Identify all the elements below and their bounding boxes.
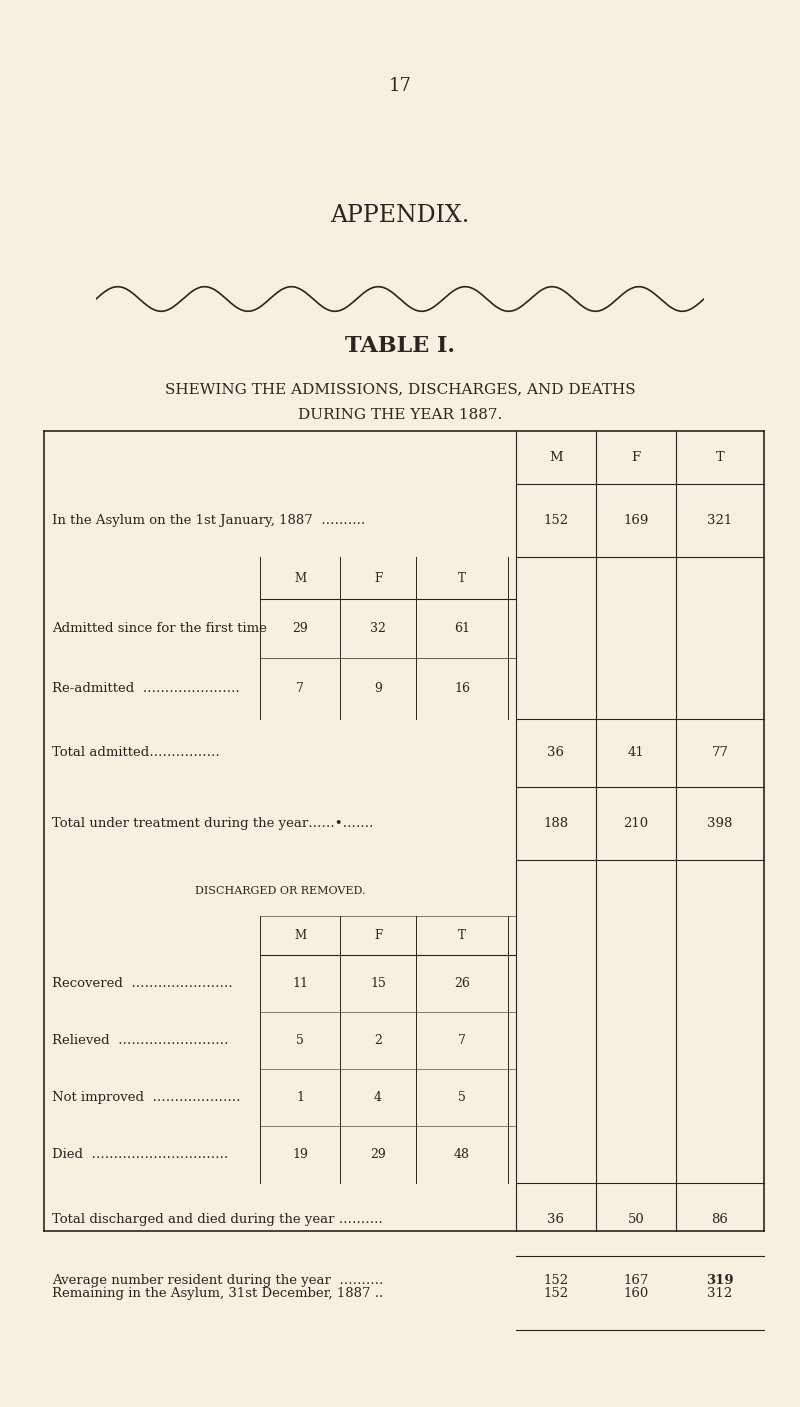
Text: T: T [458,929,466,943]
Text: 152: 152 [543,1286,569,1300]
Text: 77: 77 [711,746,729,760]
Text: F: F [374,929,382,943]
Text: M: M [294,571,306,585]
Text: Total under treatment during the year……•…….: Total under treatment during the year……•… [52,816,374,830]
Text: 36: 36 [547,1213,565,1227]
Text: DURING THE YEAR 1887.: DURING THE YEAR 1887. [298,408,502,422]
Text: 160: 160 [623,1286,649,1300]
Text: 1: 1 [296,1092,304,1104]
Text: 321: 321 [707,514,733,528]
Text: 169: 169 [623,514,649,528]
Text: 312: 312 [707,1286,733,1300]
Text: 152: 152 [543,514,569,528]
Text: Died  ………………………….: Died …………………………. [52,1148,228,1161]
Text: 15: 15 [370,978,386,991]
Text: TABLE I.: TABLE I. [345,335,455,357]
Text: Average number resident during the year  ……….: Average number resident during the year … [52,1273,383,1287]
Text: 36: 36 [547,746,565,760]
Text: 7: 7 [458,1034,466,1047]
Text: T: T [458,571,466,585]
Text: 4: 4 [374,1092,382,1104]
Text: 32: 32 [370,622,386,636]
Text: Total admitted…………….: Total admitted……………. [52,746,220,760]
Text: Admitted since for the first time: Admitted since for the first time [52,622,267,636]
Text: M: M [549,450,563,464]
Text: Not improved  ……….……….: Not improved ……….………. [52,1092,241,1104]
Text: Remaining in the Asylum, 31st December, 1887 ..: Remaining in the Asylum, 31st December, … [52,1286,383,1300]
Text: Total discharged and died during the year ……….: Total discharged and died during the yea… [52,1213,382,1227]
Text: 319: 319 [706,1273,734,1287]
Text: Relieved  …………………….: Relieved ……………………. [52,1034,228,1047]
Text: 167: 167 [623,1273,649,1287]
Text: 29: 29 [370,1148,386,1161]
Text: T: T [716,450,724,464]
Text: 17: 17 [389,77,411,96]
Text: 26: 26 [454,978,470,991]
Text: F: F [374,571,382,585]
Text: 29: 29 [292,622,308,636]
Text: In the Asylum on the 1st January, 1887  ……….: In the Asylum on the 1st January, 1887 …… [52,514,366,528]
Text: 5: 5 [458,1092,466,1104]
Text: 16: 16 [454,682,470,695]
Text: 7: 7 [296,682,304,695]
Text: 48: 48 [454,1148,470,1161]
Text: Re-admitted  ………………….: Re-admitted …………………. [52,682,240,695]
Text: 41: 41 [628,746,644,760]
Text: 210: 210 [623,816,649,830]
Text: 50: 50 [628,1213,644,1227]
Text: F: F [631,450,641,464]
Text: DISCHARGED OR REMOVED.: DISCHARGED OR REMOVED. [194,885,366,896]
Text: 2: 2 [374,1034,382,1047]
Text: Recovered  ……….………….: Recovered ……….…………. [52,978,233,991]
Text: 19: 19 [292,1148,308,1161]
Text: 9: 9 [374,682,382,695]
Text: 86: 86 [711,1213,729,1227]
Text: APPENDIX.: APPENDIX. [330,204,470,227]
Text: 11: 11 [292,978,308,991]
Text: 398: 398 [707,816,733,830]
Text: 188: 188 [543,816,569,830]
Text: M: M [294,929,306,943]
Text: 5: 5 [296,1034,304,1047]
Text: 152: 152 [543,1273,569,1287]
Text: 61: 61 [454,622,470,636]
Text: SHEWING THE ADMISSIONS, DISCHARGES, AND DEATHS: SHEWING THE ADMISSIONS, DISCHARGES, AND … [165,383,635,397]
